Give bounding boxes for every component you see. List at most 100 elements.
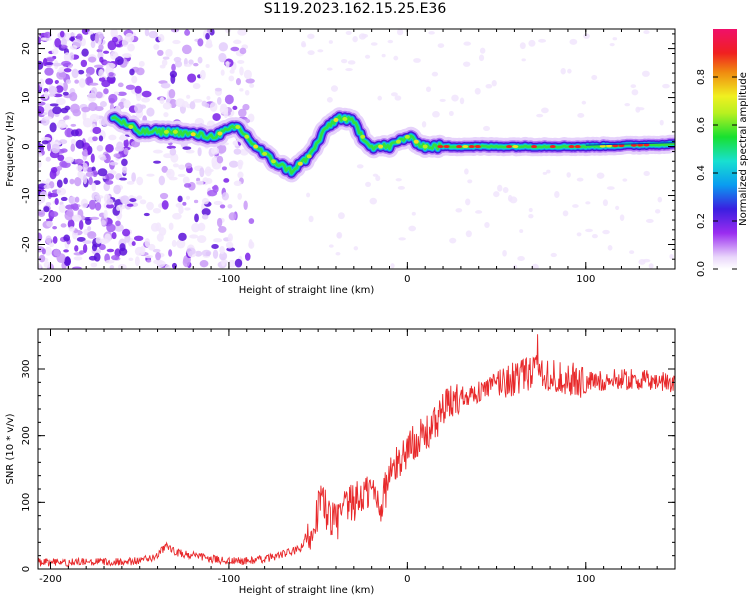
noise-speckle: [43, 91, 49, 100]
noise-speckle: [70, 123, 77, 127]
noise-speckle: [502, 186, 509, 194]
noise-speckle: [225, 241, 234, 249]
noise-speckle: [146, 107, 155, 117]
noise-speckle: [197, 56, 203, 64]
noise-speckle: [113, 184, 121, 195]
noise-speckle: [102, 50, 110, 54]
noise-speckle: [326, 97, 333, 103]
noise-speckle: [507, 194, 513, 202]
noise-speckle: [619, 214, 625, 221]
noise-speckle: [585, 201, 591, 205]
noise-speckle: [212, 113, 221, 121]
noise-speckle: [88, 176, 93, 186]
noise-speckle: [74, 196, 80, 203]
noise-speckle: [146, 173, 155, 177]
noise-speckle: [566, 172, 571, 178]
noise-speckle: [82, 174, 88, 185]
noise-speckle: [219, 251, 228, 261]
noise-speckle: [449, 237, 457, 244]
noise-speckle: [144, 29, 150, 37]
noise-speckle: [89, 82, 99, 86]
noise-speckle: [643, 170, 650, 177]
noise-speckle: [60, 44, 68, 49]
noise-speckle: [197, 147, 202, 157]
noise-speckle: [493, 191, 500, 198]
noise-speckle: [38, 254, 46, 263]
noise-speckle: [58, 139, 68, 145]
noise-speckle: [85, 66, 95, 76]
ridge-peak: [333, 117, 339, 122]
noise-speckle: [421, 121, 427, 128]
noise-speckle: [223, 178, 230, 183]
noise-speckle: [41, 140, 49, 145]
colorbar-tick-label: 0.2: [696, 213, 707, 229]
noise-speckle: [85, 218, 92, 225]
noise-speckle: [45, 156, 51, 162]
ridge-peak: [630, 143, 637, 147]
noise-speckle: [165, 48, 173, 57]
noise-speckle: [82, 240, 92, 245]
noise-speckle: [216, 97, 222, 105]
noise-speckle: [68, 226, 76, 232]
noise-speckle: [56, 70, 67, 80]
noise-speckle: [82, 117, 93, 128]
noise-speckle: [96, 145, 104, 152]
noise-speckle: [49, 242, 55, 248]
noise-speckle: [105, 62, 116, 69]
y-tick-label: -10: [21, 187, 32, 203]
noise-speckle: [138, 60, 145, 67]
noise-speckle: [330, 85, 338, 92]
noise-speckle: [178, 164, 186, 170]
snr-series-line: [38, 334, 675, 568]
noise-speckle: [161, 59, 168, 66]
noise-speckle: [56, 165, 63, 171]
noise-speckle: [465, 230, 472, 238]
noise-speckle: [75, 139, 85, 149]
noise-speckle: [185, 195, 191, 200]
noise-speckle: [106, 203, 115, 209]
noise-speckle: [112, 53, 119, 58]
noise-speckle: [88, 56, 97, 63]
noise-speckle: [550, 252, 557, 258]
noise-speckle: [390, 92, 398, 97]
ridge-peak: [568, 145, 575, 149]
noise-speckle: [146, 259, 152, 263]
noise-speckle: [152, 149, 163, 154]
noise-speckle: [170, 73, 176, 84]
noise-speckle: [220, 69, 225, 76]
noise-speckle: [336, 233, 342, 239]
noise-speckle: [431, 71, 439, 77]
noise-speckle: [78, 250, 85, 255]
noise-speckle: [50, 167, 58, 173]
noise-speckle: [44, 116, 52, 120]
noise-speckle: [546, 169, 551, 174]
noise-speckle: [52, 106, 62, 115]
spectrogram-image: [38, 29, 675, 269]
noise-speckle: [245, 78, 255, 84]
noise-speckle: [467, 179, 473, 184]
noise-speckle: [68, 196, 77, 205]
noise-speckle: [497, 184, 503, 192]
noise-speckle: [218, 42, 229, 52]
ridge-peak: [404, 134, 410, 139]
noise-speckle: [364, 54, 371, 59]
noise-speckle: [630, 84, 637, 89]
noise-speckle: [212, 249, 219, 259]
noise-speckle: [117, 82, 124, 88]
noise-speckle: [521, 58, 526, 62]
ridge-peak: [531, 145, 538, 149]
noise-speckle: [448, 110, 454, 117]
noise-speckle: [136, 67, 145, 76]
noise-speckle: [462, 61, 471, 67]
noise-speckle: [569, 38, 578, 45]
noise-speckle: [77, 69, 85, 75]
noise-speckle: [73, 215, 80, 222]
ridge-peak: [413, 139, 419, 144]
noise-speckle: [239, 88, 244, 92]
noise-speckle: [408, 225, 417, 232]
noise-speckle: [428, 31, 435, 35]
noise-speckle: [615, 205, 620, 210]
colorbar-gradient: [713, 29, 737, 269]
noise-speckle: [94, 202, 102, 211]
noise-speckle: [97, 168, 108, 177]
